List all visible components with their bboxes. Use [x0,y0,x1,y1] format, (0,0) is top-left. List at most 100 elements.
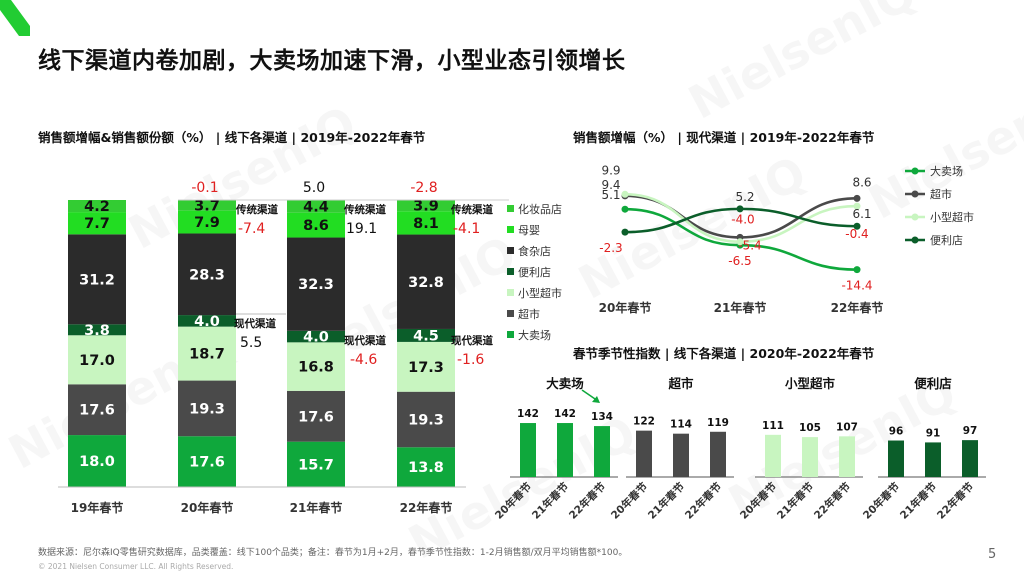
line-value-label: 9.9 [601,163,620,177]
stack-segment [68,435,126,487]
stack-segment [287,200,345,213]
segment-value-label: 3.7 [194,198,220,214]
season-bar [802,437,818,477]
legend-swatch [507,226,514,233]
group-title: 大卖场 [546,376,584,391]
segment-value-label: 4.0 [194,314,220,330]
legend-swatch [507,205,514,212]
stack-segment [397,341,455,392]
season-bar [765,434,781,477]
line-value-label: -5.4 [738,239,761,253]
stack-segment [287,212,345,238]
line-value-label: 6.1 [852,207,871,221]
line-point [853,222,861,230]
x-tick-label: 21年春节 [645,480,687,522]
segment-value-label: 18.7 [189,347,225,363]
legend-entry: 化妆品店 [518,202,562,216]
season-bar [962,440,978,477]
segment-value-label: 8.1 [413,216,439,232]
line-value-label: 5.1 [601,188,620,202]
legend-swatch [507,247,514,254]
line-value-label: -14.4 [841,279,872,293]
legend-entry: 便利店 [930,233,963,247]
stack-segment [397,391,455,448]
segment-value-label: 17.6 [189,455,225,471]
stack-segment [68,335,126,385]
segment-value-label: 32.8 [408,275,444,291]
x-tick-label: 20年春节 [608,480,650,522]
traditional-channel-label: 传统渠道 [235,203,278,216]
legend-swatch [507,331,514,338]
segment-value-label: 3.9 [413,199,439,215]
stack-segment [397,234,455,329]
stack-segment [68,200,126,213]
traditional-growth-label: 19.1 [346,221,377,237]
segment-value-label: 31.2 [79,272,115,288]
season-value-label: 96 [889,426,904,438]
line-point [736,205,744,213]
stack-segment [397,200,455,212]
legend-entry: 食杂店 [518,244,551,258]
legend-entry: 超市 [518,307,540,321]
stack-segment [397,211,455,235]
segment-value-label: 4.4 [303,199,329,215]
nielseniq-logo-icon [0,0,30,36]
legend-entry: 母婴 [518,224,540,237]
season-value-label: 105 [799,422,821,434]
season-bar [636,430,652,477]
season-bar [925,442,941,477]
stack-segment [178,315,236,327]
x-tick-label: 22年春节 [682,480,724,522]
legend-swatch [507,310,514,317]
line-point [853,194,861,202]
line-point [621,190,629,198]
stack-segment [178,200,236,211]
season-value-label: 107 [836,421,858,433]
group-title: 超市 [667,376,694,391]
x-tick-label: 21年春节 [290,500,343,515]
stack-segment [68,324,126,336]
legend-entry: 超市 [930,187,952,201]
copyright: © 2021 Nielsen Consumer LLC. All Rights … [38,562,234,571]
x-tick-label: 20年春节 [492,480,534,522]
stack-segment [178,436,236,487]
segment-value-label: 13.8 [408,460,444,476]
stack-segment [287,390,345,442]
season-value-label: 142 [517,408,539,420]
segment-value-label: 4.0 [303,330,329,346]
stack-segment [287,441,345,487]
segment-value-label: 15.7 [298,457,334,473]
line-value-label: 9.4 [601,178,620,192]
traditional-growth-label: -7.4 [238,221,265,237]
total-growth-label: 5.0 [303,180,325,196]
season-value-label: 134 [591,411,613,423]
line-point [621,205,629,213]
legend-entry: 便利店 [518,265,551,279]
legend-marker [911,167,919,175]
x-tick-label: 22年春节 [811,480,853,522]
segment-value-label: 4.2 [84,199,110,215]
trend-arrow-head-icon [592,396,600,403]
segment-value-label: 32.3 [298,277,334,293]
modern-growth-label: 5.5 [240,335,262,351]
season-bar [520,423,536,477]
seasonality-chart-title: 春节季节性指数 | 线下各渠道 | 2020年-2022年春节 [573,346,875,361]
season-value-label: 114 [670,419,692,431]
stack-segment [68,212,126,235]
modern-growth-label: -4.6 [350,352,377,368]
stack-segment [287,237,345,331]
season-bar [594,426,610,477]
stack-segment [178,233,236,316]
stack-segment [287,342,345,391]
season-bar [888,440,904,477]
season-bar [557,423,573,477]
stack-segment [178,380,236,437]
x-tick-label: 20年春节 [181,500,234,515]
page-number: 5 [988,547,997,562]
legend-entry: 小型超市 [930,210,974,224]
season-value-label: 97 [963,425,978,437]
segment-value-label: 18.0 [79,454,115,470]
